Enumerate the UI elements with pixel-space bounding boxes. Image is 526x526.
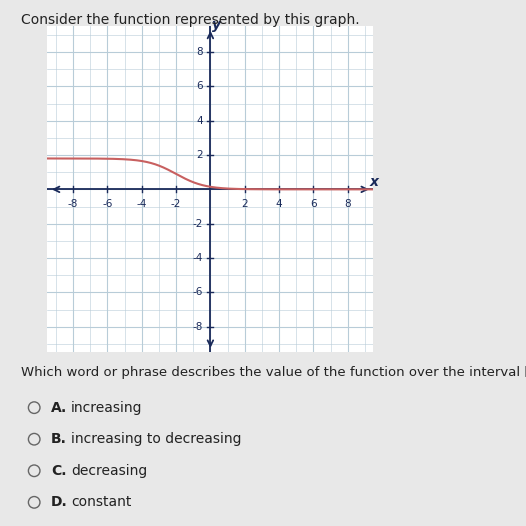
Text: increasing: increasing [71,401,143,414]
Text: -6: -6 [193,287,203,297]
Text: 2: 2 [241,199,248,209]
Text: D.: D. [51,495,68,509]
Text: x: x [370,176,379,189]
Text: -2: -2 [193,219,203,229]
Text: 8: 8 [345,199,351,209]
Text: y: y [212,18,221,33]
Text: 6: 6 [196,82,203,92]
Text: 4: 4 [276,199,282,209]
Text: -4: -4 [137,199,147,209]
Text: constant: constant [71,495,132,509]
Text: 4: 4 [196,116,203,126]
Text: 8: 8 [196,47,203,57]
Text: C.: C. [51,464,66,478]
Text: Which word or phrase describes the value of the function over the interval [-6, : Which word or phrase describes the value… [21,366,526,379]
Text: -8: -8 [193,322,203,332]
Text: A.: A. [51,401,67,414]
Text: B.: B. [51,432,67,446]
Text: Consider the function represented by this graph.: Consider the function represented by thi… [21,13,360,27]
Text: -2: -2 [171,199,181,209]
Text: 6: 6 [310,199,317,209]
Text: -8: -8 [68,199,78,209]
Text: 2: 2 [196,150,203,160]
Text: -6: -6 [102,199,113,209]
Text: -4: -4 [193,253,203,263]
Text: increasing to decreasing: increasing to decreasing [71,432,241,446]
Text: decreasing: decreasing [71,464,147,478]
